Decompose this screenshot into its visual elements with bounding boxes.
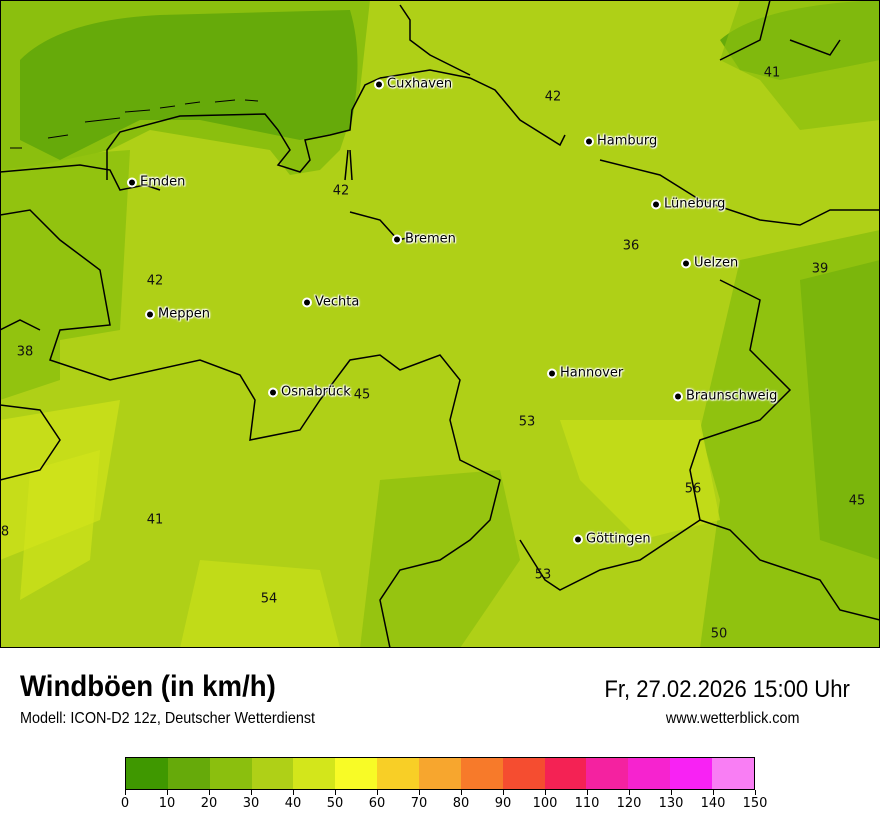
legend-tick-label: 40 xyxy=(284,796,302,811)
legend-swatch xyxy=(670,758,713,789)
city-label-lueneburg: Lüneburg xyxy=(653,197,725,212)
city-marker-icon xyxy=(683,260,689,266)
city-label-osnabrueck: Osnabrück xyxy=(270,385,351,400)
legend-tick-label: 120 xyxy=(616,796,642,811)
legend-tick-label: 30 xyxy=(242,796,260,811)
legend-swatch xyxy=(167,758,210,789)
legend-swatch xyxy=(502,758,545,789)
city-marker-icon xyxy=(270,389,276,395)
city-label-cuxhaven: Cuxhaven xyxy=(376,77,452,92)
legend-swatch xyxy=(460,758,503,789)
city-marker-icon xyxy=(394,236,400,242)
legend-swatch xyxy=(293,758,336,789)
value-label: 41 xyxy=(763,65,781,81)
city-label-vechta: Vechta xyxy=(304,295,359,310)
legend-tick-mark xyxy=(545,790,546,795)
legend-tick-mark xyxy=(335,790,336,795)
legend-tick-mark xyxy=(209,790,210,795)
value-label: 45 xyxy=(353,387,371,403)
legend-tick-mark xyxy=(461,790,462,795)
legend-tick-mark xyxy=(629,790,630,795)
value-label: 45 xyxy=(848,493,866,509)
legend-tick-label: 140 xyxy=(700,796,726,811)
legend-tick-label: 130 xyxy=(658,796,684,811)
legend-tick-mark xyxy=(503,790,504,795)
website: www.wetterblick.com xyxy=(665,710,799,727)
value-label: 50 xyxy=(710,626,728,642)
value-label: 42 xyxy=(544,89,562,105)
legend-swatch xyxy=(377,758,420,789)
city-marker-icon xyxy=(376,81,382,87)
value-label: 42 xyxy=(332,183,350,199)
city-label-bremen: Bremen xyxy=(394,232,456,247)
color-legend xyxy=(125,757,755,790)
model-source: Modell: ICON-D2 12z, Deutscher Wetterdie… xyxy=(20,710,316,727)
city-label-meppen: Meppen xyxy=(147,307,210,322)
legend-tick-label: 60 xyxy=(368,796,386,811)
city-label-uelzen: Uelzen xyxy=(683,256,738,271)
legend-tick-mark xyxy=(377,790,378,795)
legend-tick-mark xyxy=(713,790,714,795)
city-label-hamburg: Hamburg xyxy=(586,134,657,149)
wind-gust-map xyxy=(0,0,880,648)
value-label: 38 xyxy=(16,344,34,360)
legend-tick-mark xyxy=(587,790,588,795)
city-label-emden: Emden xyxy=(129,175,185,190)
city-label-goettingen: Göttingen xyxy=(575,532,651,547)
forecast-datetime: Fr, 27.02.2026 15:00 Uhr xyxy=(604,676,850,703)
value-label: 8 xyxy=(0,524,10,540)
city-marker-icon xyxy=(575,536,581,542)
legend-tick-mark xyxy=(167,790,168,795)
value-label: 53 xyxy=(518,414,536,430)
value-label: 54 xyxy=(260,591,278,607)
legend-tick-label: 90 xyxy=(494,796,512,811)
legend-swatch xyxy=(712,758,754,789)
legend-swatch xyxy=(419,758,461,789)
value-label: 39 xyxy=(811,261,829,277)
city-marker-icon xyxy=(147,311,153,317)
legend-tick-label: 70 xyxy=(410,796,428,811)
legend-tick-mark xyxy=(293,790,294,795)
city-marker-icon xyxy=(675,393,681,399)
legend-swatch xyxy=(586,758,629,789)
city-marker-icon xyxy=(653,201,659,207)
value-label: 41 xyxy=(146,512,164,528)
legend-tick-label: 150 xyxy=(742,796,768,811)
legend-swatch xyxy=(209,758,252,789)
value-label: 36 xyxy=(622,238,640,254)
legend-tick-label: 110 xyxy=(574,796,600,811)
value-label: 53 xyxy=(534,567,552,583)
legend-swatch xyxy=(628,758,671,789)
city-label-hannover: Hannover xyxy=(549,366,623,381)
legend-tick-label: 10 xyxy=(158,796,176,811)
legend-tick-label: 80 xyxy=(452,796,470,811)
legend-swatch xyxy=(251,758,294,789)
city-marker-icon xyxy=(586,138,592,144)
city-label-braunschweig: Braunschweig xyxy=(675,389,777,404)
legend-tick-mark xyxy=(755,790,756,795)
value-label: 56 xyxy=(684,481,702,497)
legend-swatch xyxy=(126,758,168,789)
legend-tick-mark xyxy=(419,790,420,795)
legend-tick-mark xyxy=(125,790,126,795)
city-marker-icon xyxy=(129,179,135,185)
city-marker-icon xyxy=(549,370,555,376)
legend-tick-label: 100 xyxy=(532,796,558,811)
city-marker-icon xyxy=(304,299,310,305)
color-legend-ticks: 0 10 20 30 40 50 60 70 80 90 100 110 120 130 140 150 xyxy=(121,790,767,820)
legend-swatch xyxy=(335,758,378,789)
legend-tick-label: 0 xyxy=(120,796,130,811)
legend-tick-label: 50 xyxy=(326,796,344,811)
legend-tick-mark xyxy=(671,790,672,795)
value-label: 42 xyxy=(146,273,164,289)
map-title: Windböen (in km/h) xyxy=(20,670,276,703)
legend-swatch xyxy=(544,758,587,789)
legend-tick-label: 20 xyxy=(200,796,218,811)
legend-tick-mark xyxy=(251,790,252,795)
